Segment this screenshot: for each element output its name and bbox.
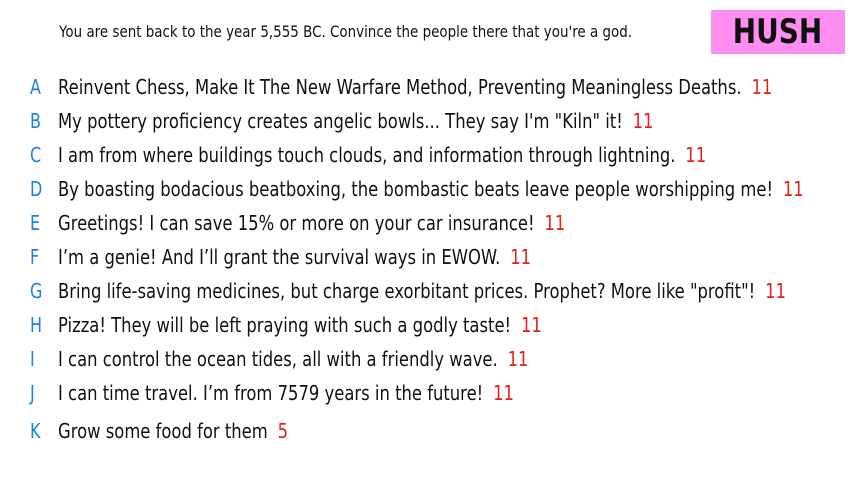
answer-text: Greetings! I can save 15% or more on you… — [58, 211, 535, 235]
answer-letter: C — [30, 143, 42, 167]
answer-score: 11 — [520, 313, 542, 337]
answer-letter: D — [30, 177, 43, 201]
answer-row-g: G Bring life-saving medicines, but charg… — [0, 272, 853, 306]
answer-letter: H — [30, 313, 43, 337]
answer-line: Greetings! I can save 15% or more on you… — [58, 211, 565, 235]
answer-score: 11 — [493, 381, 514, 405]
answer-text: Pizza! They will be left praying with su… — [58, 313, 512, 337]
answer-line: Pizza! They will be left praying with su… — [58, 313, 542, 337]
answer-row-d: D By boasting bodacious beatboxing, the … — [0, 170, 853, 204]
answer-row-c: C I am from where buildings touch clouds… — [0, 136, 853, 170]
answer-text: By boasting bodacious beatboxing, the bo… — [58, 177, 774, 201]
answer-score: 11 — [507, 347, 529, 371]
answer-line: By boasting bodacious beatboxing, the bo… — [58, 177, 804, 201]
answer-score: 11 — [751, 75, 773, 99]
answer-row-a: A Reinvent Chess, Make It The New Warfar… — [0, 68, 853, 102]
answer-letter: G — [30, 279, 43, 303]
hush-badge-label: HUSH — [733, 12, 823, 52]
answer-score: 11 — [782, 177, 804, 201]
answer-text: I’m a genie! And I’ll grant the survival… — [58, 245, 501, 269]
answer-row-i: I I can control the ocean tides, all wit… — [0, 340, 853, 374]
prompt-text: You are sent back to the year 5,555 BC. … — [59, 22, 633, 41]
answer-row-h: H Pizza! They will be left praying with … — [0, 306, 853, 340]
answer-row-j: J I can time travel. I’m from 7579 years… — [0, 374, 853, 408]
answer-text: Reinvent Chess, Make It The New Warfare … — [58, 75, 742, 99]
answer-letter: I — [30, 347, 35, 371]
answer-line: Reinvent Chess, Make It The New Warfare … — [58, 75, 772, 99]
answer-text: I can control the ocean tides, all with … — [58, 347, 498, 371]
answer-text: Bring life-saving medicines, but charge … — [58, 279, 756, 303]
answer-text: I can time travel. I’m from 7579 years i… — [58, 381, 484, 405]
answer-letter: K — [30, 419, 41, 443]
answer-letter: E — [30, 211, 41, 235]
answer-line: Grow some food for them 5 — [58, 419, 288, 443]
answer-text: I am from where buildings touch clouds, … — [58, 143, 676, 167]
answer-line: Bring life-saving medicines, but charge … — [58, 279, 786, 303]
hush-badge: HUSH — [711, 10, 845, 54]
answer-letter: F — [30, 245, 40, 269]
answer-line: I can time travel. I’m from 7579 years i… — [58, 381, 514, 405]
answer-line: My pottery proficiency creates angelic b… — [58, 109, 653, 133]
answer-row-f: F I’m a genie! And I’ll grant the surviv… — [0, 238, 853, 272]
answer-line: I’m a genie! And I’ll grant the survival… — [58, 245, 531, 269]
answer-letter: J — [30, 381, 35, 405]
answer-row-k: K Grow some food for them 5 — [0, 412, 853, 446]
answer-score: 11 — [510, 245, 532, 269]
answer-row-e: E Greetings! I can save 15% or more on y… — [0, 204, 853, 238]
answer-line: I can control the ocean tides, all with … — [58, 347, 528, 371]
answer-row-b: B My pottery proficiency creates angelic… — [0, 102, 853, 136]
answer-letter: B — [30, 109, 41, 133]
answer-text: Grow some food for them — [58, 419, 268, 443]
answer-text: My pottery proficiency creates angelic b… — [58, 109, 623, 133]
answer-score: 11 — [685, 143, 707, 167]
answer-score: 5 — [277, 419, 289, 443]
answer-line: I am from where buildings touch clouds, … — [58, 143, 706, 167]
answer-score: 11 — [544, 211, 566, 235]
answer-score: 11 — [765, 279, 786, 303]
answer-letter: A — [30, 75, 41, 99]
answer-list: A Reinvent Chess, Make It The New Warfar… — [0, 68, 853, 446]
answer-score: 11 — [632, 109, 654, 133]
